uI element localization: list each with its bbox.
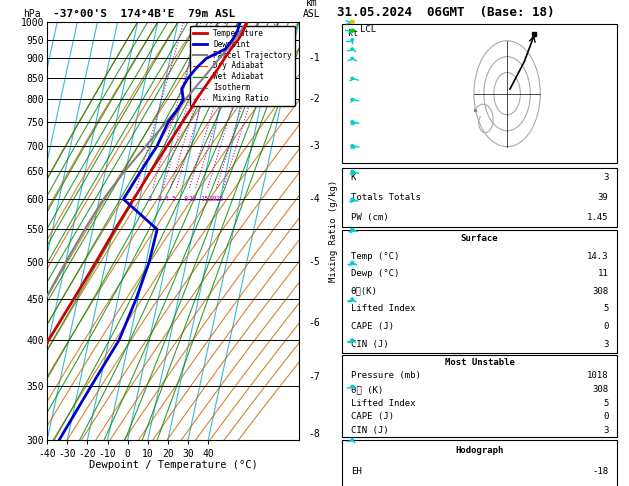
Text: CIN (J): CIN (J)	[351, 340, 389, 348]
Text: 8: 8	[184, 196, 188, 202]
Text: 5: 5	[603, 399, 608, 408]
Text: K: K	[351, 174, 356, 182]
Text: 3: 3	[603, 174, 608, 182]
Text: Surface: Surface	[461, 234, 498, 243]
Text: 25: 25	[216, 196, 224, 202]
Text: 1.45: 1.45	[587, 213, 608, 222]
Text: hPa: hPa	[23, 9, 41, 19]
Legend: Temperature, Dewpoint, Parcel Trajectory, Dry Adiabat, Wet Adiabat, Isotherm, Mi: Temperature, Dewpoint, Parcel Trajectory…	[191, 26, 295, 106]
Text: 0: 0	[603, 413, 608, 421]
Text: PW (cm): PW (cm)	[351, 213, 389, 222]
Bar	[342, 24, 617, 163]
Text: 5: 5	[171, 196, 175, 202]
Text: LCL: LCL	[360, 25, 376, 34]
Text: 2: 2	[148, 196, 152, 202]
Text: Pressure (mb): Pressure (mb)	[351, 371, 421, 380]
Text: -3: -3	[308, 140, 320, 151]
Text: CIN (J): CIN (J)	[351, 426, 389, 435]
Bar	[342, 440, 617, 486]
Text: EH: EH	[351, 468, 362, 476]
Text: -37°00'S  174°4B'E  79m ASL: -37°00'S 174°4B'E 79m ASL	[53, 9, 236, 19]
Text: Hodograph: Hodograph	[455, 446, 504, 455]
Text: CAPE (J): CAPE (J)	[351, 322, 394, 331]
Text: 15: 15	[200, 196, 208, 202]
Text: Dewp (°C): Dewp (°C)	[351, 269, 399, 278]
Text: -8: -8	[308, 429, 320, 439]
Text: kt: kt	[348, 29, 358, 37]
Text: Mixing Ratio (g/kg): Mixing Ratio (g/kg)	[329, 180, 338, 282]
Text: 1018: 1018	[587, 371, 608, 380]
Text: 308: 308	[593, 287, 608, 296]
Text: 5: 5	[603, 304, 608, 313]
Text: Most Unstable: Most Unstable	[445, 358, 515, 366]
Bar	[342, 229, 617, 353]
Text: -4: -4	[308, 194, 320, 204]
Text: Temp (°C): Temp (°C)	[351, 252, 399, 260]
Text: 20: 20	[209, 196, 217, 202]
Text: 3: 3	[603, 340, 608, 348]
Text: 0: 0	[603, 322, 608, 331]
Text: km
ASL: km ASL	[303, 0, 320, 19]
Text: 4: 4	[165, 196, 169, 202]
Text: -1: -1	[308, 53, 320, 64]
Text: Lifted Index: Lifted Index	[351, 399, 415, 408]
Text: Lifted Index: Lifted Index	[351, 304, 415, 313]
Bar	[342, 168, 617, 227]
Text: CAPE (J): CAPE (J)	[351, 413, 394, 421]
Text: θᴇ (K): θᴇ (K)	[351, 385, 383, 394]
Text: 3: 3	[603, 426, 608, 435]
Text: -5: -5	[308, 258, 320, 267]
Text: 11: 11	[598, 269, 608, 278]
Text: -7: -7	[308, 371, 320, 382]
Text: 1: 1	[131, 196, 136, 202]
Text: -6: -6	[308, 318, 320, 328]
Bar	[342, 355, 617, 437]
X-axis label: Dewpoint / Temperature (°C): Dewpoint / Temperature (°C)	[89, 460, 257, 470]
Text: 31.05.2024  06GMT  (Base: 18): 31.05.2024 06GMT (Base: 18)	[337, 6, 554, 19]
Text: 14.3: 14.3	[587, 252, 608, 260]
Text: 39: 39	[598, 193, 608, 202]
Text: -18: -18	[593, 468, 608, 476]
Text: θᴇ(K): θᴇ(K)	[351, 287, 377, 296]
Text: 10: 10	[188, 196, 197, 202]
Text: -2: -2	[308, 94, 320, 104]
Text: 3: 3	[158, 196, 162, 202]
Text: 308: 308	[593, 385, 608, 394]
Text: Totals Totals: Totals Totals	[351, 193, 421, 202]
